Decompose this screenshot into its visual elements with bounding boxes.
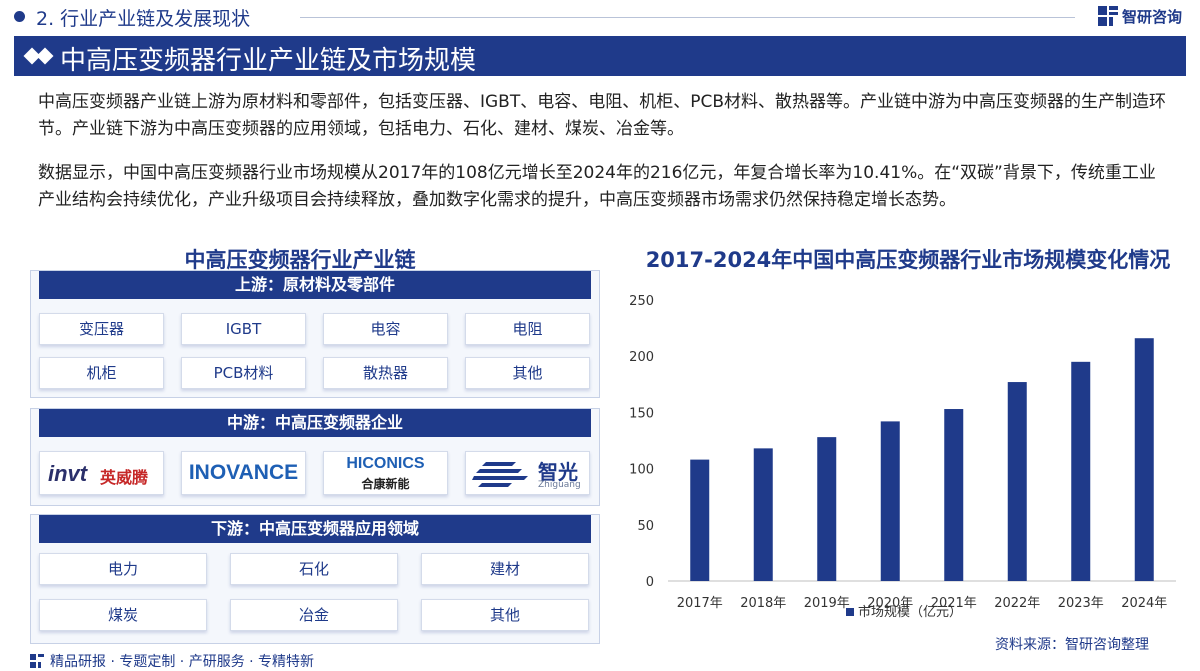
zhiguang-logo-icon: [472, 462, 528, 487]
x-tick-label: 2022年: [994, 596, 1040, 611]
footer: 精品研报 · 专题定制 · 产研服务 · 专精特新: [30, 651, 314, 671]
downstream-header: 下游：中高压变频器应用领域: [39, 515, 591, 543]
brand-inovance: INOVANCE: [181, 451, 306, 495]
x-tick-label: 2017年: [677, 596, 723, 611]
diamond-bullet-icon: [23, 46, 54, 66]
downstream-item: 建材: [421, 553, 589, 585]
upstream-item: 其他: [465, 357, 590, 389]
bar: [817, 437, 837, 581]
brand-logo-icon: [1098, 6, 1118, 26]
bar: [1007, 382, 1027, 581]
downstream-item: 石化: [230, 553, 398, 585]
bar: [753, 448, 773, 581]
y-tick-label: 200: [629, 350, 654, 365]
bar: [880, 421, 900, 581]
market-size-bar-chart: 0 50 100 150 200 250 2017年 2018年 2019年 2020年 2021年…: [629, 294, 1176, 620]
footer-logo-icon: [30, 654, 44, 668]
page-title: 中高压变频器行业产业链及市场规模: [60, 46, 477, 76]
market-paragraph: 数据显示，中国中高压变频器行业市场规模从2017年的108亿元增长至2024年的…: [38, 163, 1156, 210]
y-tick-label: 150: [629, 406, 654, 421]
y-tick-label: 250: [629, 294, 654, 309]
bar: [690, 459, 710, 581]
brand-hiconics: HICONICS 合康新能: [323, 451, 448, 495]
top-bar: 2. 行业产业链及发展现状 智研咨询: [0, 0, 1200, 34]
upstream-header: 上游：原材料及零部件: [39, 271, 591, 299]
upstream-item: PCB材料: [181, 357, 306, 389]
midstream-group: 中游：中高压变频器企业 invt 英威腾 INOVANCE HICONICS 合…: [30, 408, 600, 506]
downstream-item: 煤炭: [39, 599, 207, 631]
brand-logo-text: 智研咨询: [1122, 7, 1183, 26]
x-tick-label: 2023年: [1058, 596, 1104, 611]
bar: [944, 409, 964, 581]
title-band: 中高压变频器行业产业链及市场规模: [14, 36, 1186, 76]
upstream-group: 上游：原材料及零部件 变压器 IGBT 电容 电阻 机柜 PCB材料 散热器 其…: [30, 270, 600, 398]
upstream-item: 机柜: [39, 357, 164, 389]
x-tick-label: 2024年: [1121, 596, 1167, 611]
bar: [1071, 361, 1091, 581]
source-note: 资料来源：智研咨询整理: [995, 637, 1149, 653]
x-tick-label: 2019年: [804, 596, 850, 611]
brand-zhiguang: 智光 Zhiguang: [465, 451, 590, 495]
chain-title: 中高压变频器行业产业链: [184, 248, 416, 272]
x-tick-label: 2021年: [931, 596, 977, 611]
section-heading: 2. 行业产业链及发展现状: [36, 8, 251, 30]
upstream-item: 变压器: [39, 313, 164, 345]
y-tick-label: 100: [629, 463, 654, 478]
legend-label: 市场规模（亿元）: [858, 604, 962, 620]
upstream-item: 电容: [323, 313, 448, 345]
footer-slogan: 精品研报 · 专题定制 · 产研服务 · 专精特新: [50, 654, 315, 670]
downstream-group: 下游：中高压变频器应用领域 电力 石化 建材 煤炭 冶金 其他: [30, 514, 600, 644]
downstream-item: 电力: [39, 553, 207, 585]
bullet-dot-icon: [14, 11, 25, 22]
chart-title: 2017-2024年中国中高压变频器行业市场规模变化情况: [645, 248, 1171, 272]
upstream-item: 电阻: [465, 313, 590, 345]
x-tick-label: 2020年: [867, 596, 913, 611]
y-tick-label: 50: [637, 519, 654, 534]
header-divider: [300, 17, 1075, 18]
downstream-item: 冶金: [230, 599, 398, 631]
downstream-item: 其他: [421, 599, 589, 631]
brand-logo: 智研咨询: [1098, 4, 1182, 28]
midstream-header: 中游：中高压变频器企业: [39, 409, 591, 437]
bar: [1134, 338, 1154, 581]
y-tick-label: 0: [646, 575, 654, 590]
upstream-item: IGBT: [181, 313, 306, 345]
intro-paragraph: 中高压变频器产业链上游为原材料和零部件，包括变压器、IGBT、电容、电阻、机柜、…: [38, 92, 1167, 139]
legend-swatch: [846, 608, 854, 616]
x-tick-label: 2018年: [740, 596, 786, 611]
upstream-item: 散热器: [323, 357, 448, 389]
brand-invt: invt 英威腾: [39, 451, 164, 495]
